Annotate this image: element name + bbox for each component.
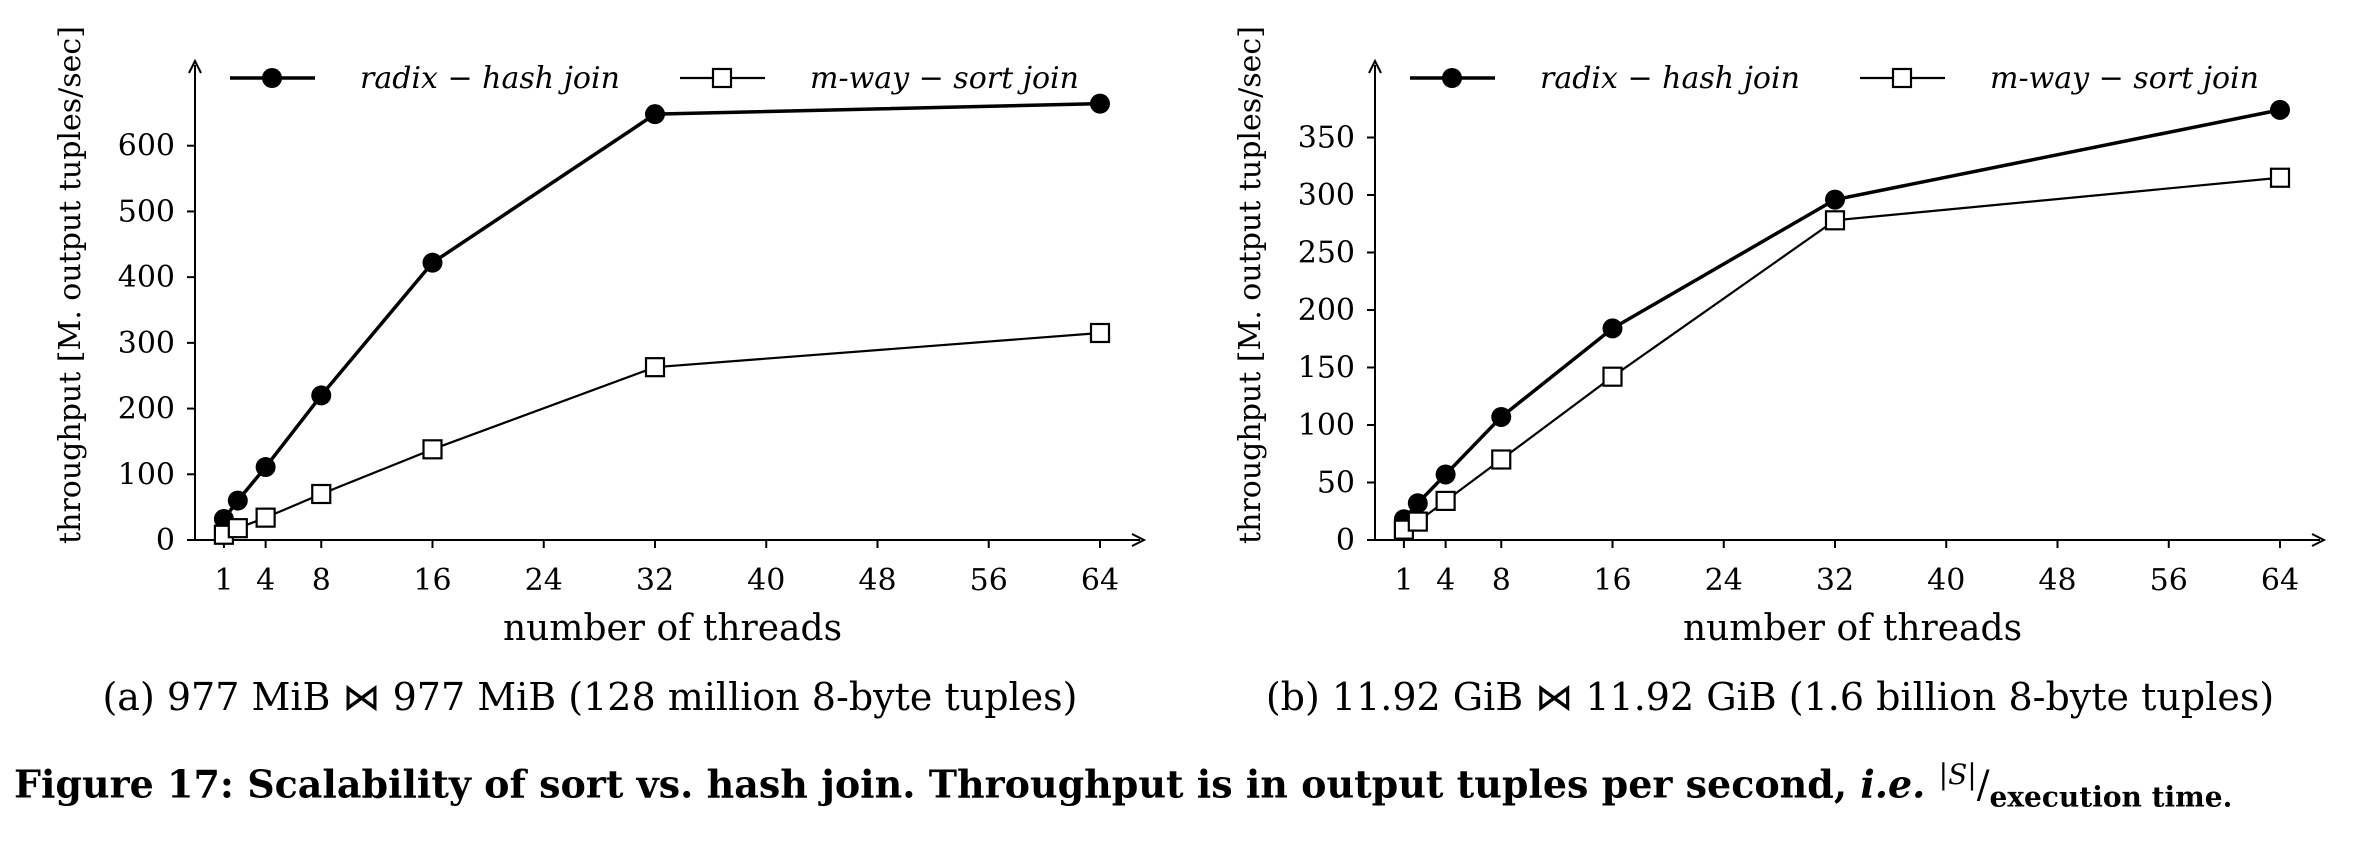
chart-b-y-tick-label: 300	[1298, 178, 1355, 213]
chart-a-x-tick-label: 8	[312, 563, 331, 598]
chart-b-legend-label-radix-hash: radix − hash join	[1540, 61, 1800, 96]
chart-a-y-tick-label: 400	[118, 260, 175, 295]
chart-b-x-tick-label: 4	[1436, 563, 1455, 598]
chart-b-m-way-sort-point	[2269, 167, 2291, 188]
chart-a-x-tick-label: 16	[413, 563, 451, 598]
chart-b: 0 50 100 150 200 250 300 350 1 4 8 16 24 32 40 48 56 64 nu…	[1180, 0, 2360, 730]
chart-b-x-axis-title: number of threads	[1683, 608, 2022, 649]
figure-fraction-separator: /	[1976, 762, 1990, 807]
figure-fraction-denominator: execution time.	[1989, 780, 2233, 814]
chart-a-radix-hash-point	[311, 385, 332, 406]
figure-text: Scalability of sort vs. hash join. Throu…	[247, 761, 1848, 807]
chart-a-series-line-radix-hash	[222, 101, 1101, 521]
chart-b-x-axis-arrow	[2311, 533, 2327, 547]
chart-b-y-axis-arrow	[1368, 58, 1382, 74]
chart-a-legend-label-m-way-sort: m-way − sort join	[810, 61, 1079, 96]
chart-a-radix-hash-point	[255, 457, 276, 478]
chart-b-y-tick-label: 350	[1298, 121, 1355, 156]
chart-b-radix-hash-point	[1825, 189, 1845, 210]
chart-b-radix-hash-point	[2270, 99, 2290, 120]
chart-a-radix-hash-point	[422, 252, 443, 273]
chart-b-radix-hash-point	[1602, 318, 1623, 339]
chart-a: 0 100 200 300 400 500 600 1 4 8 16 24 32 40 48 56 64 numb…	[0, 0, 1180, 730]
chart-b-series-line-m-way-sort	[1403, 176, 2281, 531]
chart-a-m-way-sort-point	[644, 357, 666, 378]
chart-b-y-tick-label: 50	[1317, 466, 1355, 501]
chart-a-x-tick-label: 4	[256, 563, 275, 598]
chart-b-m-way-sort-point	[1407, 511, 1428, 532]
chart-b-y-tick-label: 250	[1298, 236, 1355, 271]
chart-a-x-tick-label: 56	[970, 563, 1008, 598]
chart-a-m-way-sort-point	[227, 518, 248, 539]
chart-a-x-tick-label: 48	[858, 563, 896, 598]
chart-b-legend-marker-m-way-sort	[1891, 67, 1913, 89]
chart-a-y-tick-label: 0	[156, 523, 175, 558]
chart-a-y-axis-title: throughput [M. output tuples/sec]	[53, 26, 88, 544]
chart-a-m-way-sort-point	[422, 439, 443, 460]
chart-b-x-tick-label: 56	[2150, 563, 2188, 598]
chart-b-x-tick-label: 40	[1927, 563, 1965, 598]
chart-b-x-tick-label: 16	[1593, 563, 1631, 598]
chart-b-x-tick-label: 48	[2038, 563, 2076, 598]
figure-caption: Figure 17: Scalability of sort vs. hash …	[14, 758, 2354, 813]
chart-a-legend-marker-m-way-sort	[711, 67, 733, 89]
chart-b-m-way-sort-point	[1602, 366, 1623, 387]
chart-a-radix-hash-point	[645, 104, 665, 125]
chart-b-x-tick-label: 8	[1492, 563, 1511, 598]
chart-b-radix-hash-point	[1491, 406, 1512, 427]
chart-a-radix-hash-point	[1090, 93, 1110, 114]
chart-a-y-tick-label: 200	[118, 392, 175, 427]
chart-a-x-axis-arrow	[1131, 533, 1147, 547]
chart-b-radix-hash-point	[1435, 464, 1456, 485]
figure-ie: i.e.	[1860, 761, 1926, 807]
chart-a-y-tick-label: 100	[118, 457, 175, 492]
chart-a-x-tick-label: 40	[747, 563, 785, 598]
chart-b-radix-hash-point	[1407, 493, 1428, 514]
chart-a-legend-marker-radix-hash	[262, 68, 282, 88]
chart-a-x-axis-title: number of threads	[503, 608, 842, 649]
chart-a-m-way-sort-point	[1089, 322, 1111, 344]
chart-b-m-way-sort-point	[1824, 210, 1846, 231]
chart-a-radix-hash-point	[227, 490, 248, 511]
chart-b-m-way-sort-point	[1435, 490, 1456, 511]
chart-a-y-tick-label: 600	[118, 129, 175, 164]
chart-b-m-way-sort-point	[1491, 449, 1512, 470]
chart-b-x-tick-label: 1	[1394, 563, 1413, 598]
chart-b-series-line-radix-hash	[1402, 108, 2281, 521]
chart-a-x-tick-label: 64	[1081, 563, 1119, 598]
figure-number: Figure 17:	[14, 761, 234, 807]
chart-a-caption: (a) 977 MiB ⋈ 977 MiB (128 million 8-byt…	[102, 675, 1077, 719]
chart-b-legend-marker-radix-hash	[1442, 68, 1462, 88]
chart-b-x-tick-label: 64	[2261, 563, 2299, 598]
chart-b-y-axis-title: throughput [M. output tuples/sec]	[1233, 26, 1268, 544]
chart-b-y-tick-label: 150	[1298, 351, 1355, 386]
chart-a-y-axis-arrow	[188, 58, 202, 74]
chart-b-caption: (b) 11.92 GiB ⋈ 11.92 GiB (1.6 billion 8…	[1266, 675, 2274, 719]
chart-b-y-tick-label: 100	[1298, 408, 1355, 443]
chart-b-x-tick-label: 24	[1705, 563, 1743, 598]
chart-a-x-tick-label: 24	[525, 563, 563, 598]
chart-a-m-way-sort-point	[311, 483, 332, 505]
figure-fraction-numerator: |S|	[1938, 758, 1977, 791]
chart-b-y-tick-label: 0	[1336, 523, 1355, 558]
chart-a-x-tick-label: 1	[214, 563, 233, 598]
chart-a-m-way-sort-point	[255, 507, 276, 528]
chart-b-y-tick-label: 200	[1298, 293, 1355, 328]
chart-a-y-tick-label: 500	[118, 194, 175, 229]
chart-a-y-tick-label: 300	[118, 326, 175, 361]
chart-b-x-tick-label: 32	[1816, 563, 1854, 598]
chart-b-legend-label-m-way-sort: m-way − sort join	[1990, 61, 2259, 96]
chart-a-x-tick-label: 32	[636, 563, 674, 598]
chart-a-legend-label-radix-hash: radix − hash join	[360, 61, 620, 96]
